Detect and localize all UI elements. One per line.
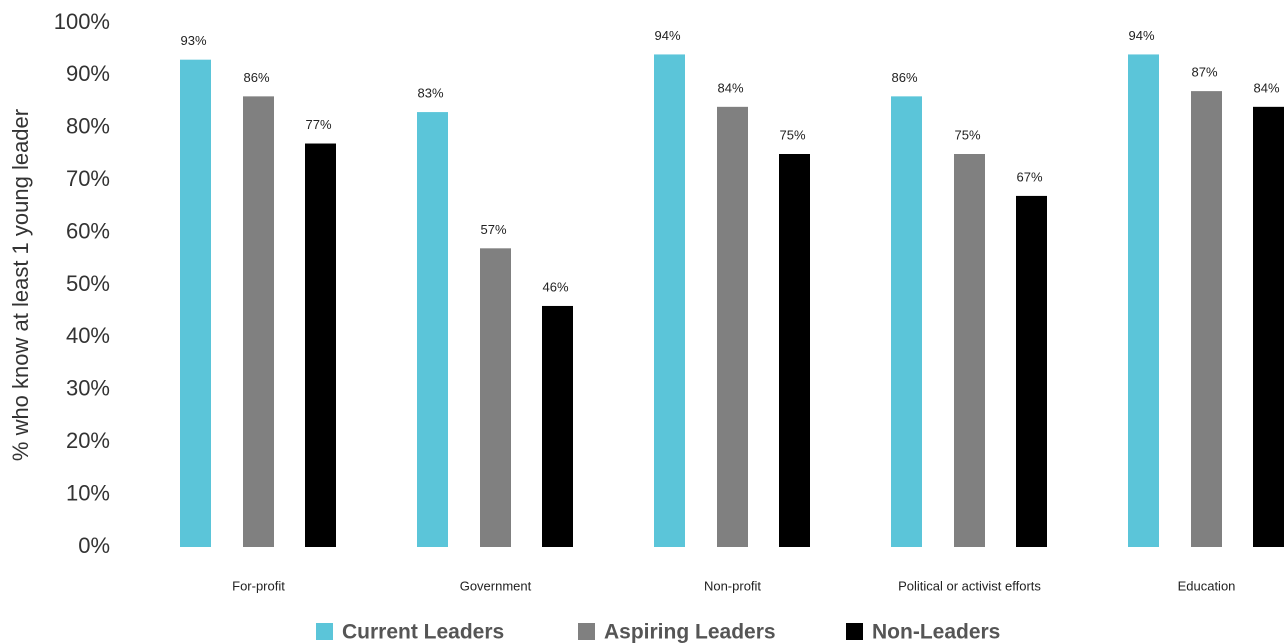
legend-swatch: [846, 623, 863, 640]
legend-swatch: [316, 623, 333, 640]
bar: [1128, 54, 1159, 547]
data-label: 86%: [891, 70, 917, 85]
data-label: 93%: [180, 33, 206, 48]
legend-swatch: [578, 623, 595, 640]
bar: [180, 59, 211, 548]
y-tick-label: 90%: [66, 61, 110, 86]
bar: [1191, 91, 1222, 548]
data-label: 57%: [480, 222, 506, 237]
bar: [779, 154, 810, 547]
x-tick-label: Education: [1178, 578, 1236, 593]
y-tick-label: 10%: [66, 480, 110, 505]
y-tick-label: 100%: [54, 9, 110, 34]
y-tick-label: 60%: [66, 218, 110, 243]
data-label: 94%: [1128, 28, 1154, 43]
data-label: 67%: [1016, 169, 1042, 184]
bar: [891, 96, 922, 548]
data-label: 75%: [779, 127, 805, 142]
data-label: 75%: [954, 127, 980, 142]
y-tick-label: 40%: [66, 323, 110, 348]
data-label: 77%: [305, 117, 331, 132]
bar: [654, 54, 685, 547]
bar: [417, 112, 448, 547]
bar: [717, 106, 748, 547]
bar: [1016, 195, 1047, 548]
bar: [1253, 106, 1284, 547]
bar: [480, 248, 511, 547]
data-label: 94%: [654, 28, 680, 43]
data-label: 46%: [542, 279, 568, 294]
y-tick-label: 80%: [66, 114, 110, 139]
y-tick-label: 20%: [66, 428, 110, 453]
legend-label: Non-Leaders: [872, 621, 1000, 643]
data-label: 84%: [1253, 80, 1279, 95]
data-label: 83%: [417, 86, 443, 101]
x-tick-label: Non-profit: [704, 578, 761, 593]
bar: [954, 154, 985, 547]
bar: [243, 96, 274, 548]
x-tick-label: For-profit: [232, 578, 285, 593]
data-label: 84%: [717, 80, 743, 95]
x-tick-label: Political or activist efforts: [898, 578, 1041, 593]
x-tick-label: Government: [460, 578, 532, 593]
y-tick-label: 30%: [66, 376, 110, 401]
bar: [305, 143, 336, 547]
data-label: 86%: [243, 70, 269, 85]
y-tick-label: 70%: [66, 166, 110, 191]
legend-label: Current Leaders: [342, 621, 504, 643]
bar: [542, 305, 573, 547]
legend-label: Aspiring Leaders: [604, 621, 776, 643]
y-axis-label: % who know at least 1 young leader: [8, 109, 33, 461]
data-label: 87%: [1191, 65, 1217, 80]
y-tick-label: 0%: [78, 533, 110, 558]
y-tick-label: 50%: [66, 271, 110, 296]
